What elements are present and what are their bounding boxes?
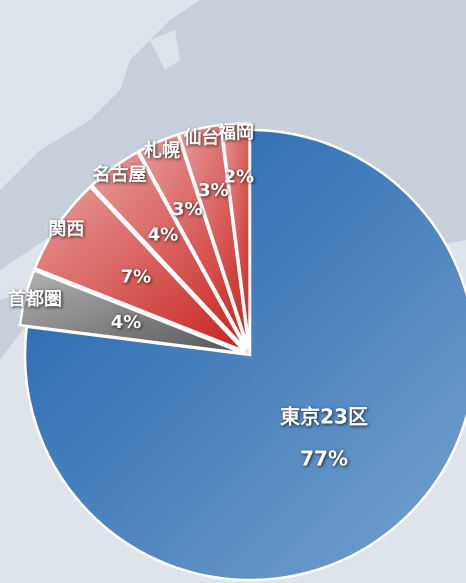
slice-name: 首都圏 bbox=[8, 288, 62, 310]
slice-name: 札幌 bbox=[143, 139, 180, 161]
pie-slice bbox=[33, 185, 246, 353]
slice-value-label: 77% bbox=[300, 447, 348, 471]
slice-value-label: 3% bbox=[198, 180, 229, 201]
slice-value-label: 4% bbox=[111, 312, 142, 333]
pie-slice bbox=[90, 150, 247, 351]
pie-slice bbox=[219, 121, 251, 349]
pie-slice bbox=[23, 128, 466, 582]
slice-value-label: 3% bbox=[172, 199, 203, 220]
slice-value-label: 7% bbox=[121, 266, 152, 287]
slice-value-label: 2% bbox=[224, 166, 255, 187]
pie-slice bbox=[18, 268, 244, 355]
slice-name: 名古屋 bbox=[93, 163, 147, 185]
map-bay bbox=[150, 30, 180, 70]
slice-name: 東京23区 bbox=[280, 405, 368, 429]
slice-name: 福岡 bbox=[217, 121, 254, 143]
pie-slice bbox=[137, 133, 249, 350]
slice-value-label: 4% bbox=[148, 224, 179, 245]
slice-name: 仙台 bbox=[184, 126, 220, 148]
slice-name: 関西 bbox=[48, 219, 84, 240]
